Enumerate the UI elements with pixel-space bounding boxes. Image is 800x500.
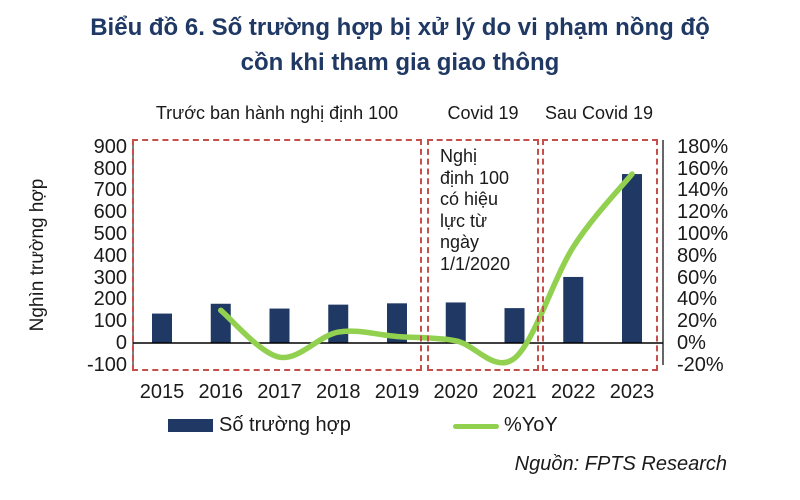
x-axis-label-2022: 2022 — [551, 381, 596, 403]
x-axis-label-2021: 2021 — [492, 381, 537, 403]
legend-line-label: %YoY — [504, 414, 558, 436]
legend-bar-label: Số trường hợp — [219, 414, 351, 436]
region-label-after-covid: Sau Covid 19 — [544, 103, 654, 123]
bar-2019 — [387, 303, 407, 343]
x-axis-label-2017: 2017 — [257, 381, 302, 403]
region-label-covid: Covid 19 — [447, 103, 519, 123]
left-axis-tick-300: 300 — [93, 266, 127, 289]
region-label-before-decree: Trước ban hành nghị định 100 — [155, 103, 399, 123]
left-axis-tick-400: 400 — [93, 244, 127, 267]
x-axis-label-2023: 2023 — [609, 381, 655, 403]
x-axis-label-2016: 2016 — [198, 381, 244, 403]
bar-2017 — [269, 308, 290, 343]
right-axis-tick-140: 140% — [677, 179, 729, 202]
bar-2022 — [563, 276, 584, 343]
chart-title-line1: Biểu đồ 6. Số trường hợp bị xử lý do vi … — [90, 14, 710, 41]
right-axis-tick--20: -20% — [677, 353, 724, 376]
x-axis-label-2015: 2015 — [139, 381, 185, 403]
yoy-line — [218, 171, 635, 366]
right-axis-tick-120: 120% — [677, 201, 729, 224]
right-axis-tick-40: 40% — [677, 288, 718, 311]
source-credit: Nguồn: FPTS Research — [514, 453, 727, 475]
right-axis-tick-0: 0% — [677, 332, 706, 354]
left-axis-tick-900: 900 — [93, 135, 127, 158]
decree-annotation: Nghị định 100 có hiệu lực từ ngày 1/1/20… — [440, 146, 511, 274]
bar-2020 — [445, 302, 466, 343]
right-axis-tick-80: 80% — [677, 244, 718, 267]
right-axis-tick-60: 60% — [677, 266, 718, 289]
right-axis-tick-100: 100% — [677, 223, 729, 245]
left-axis-tick--100: -100 — [86, 353, 127, 376]
chart-title-line2: cồn khi tham gia giao thông — [240, 49, 560, 76]
left-axis-tick-800: 800 — [93, 157, 127, 180]
left-axis-tick-600: 600 — [93, 201, 127, 224]
bar-2023 — [622, 174, 642, 343]
x-axis-label-2020: 2020 — [433, 381, 479, 403]
x-axis-label-2019: 2019 — [374, 381, 420, 403]
x-axis-label-2018: 2018 — [316, 381, 361, 403]
right-axis-tick-20: 20% — [677, 310, 718, 333]
left-axis-tick-0: 0 — [115, 332, 127, 354]
left-axis-tick-700: 700 — [93, 179, 127, 202]
bar-2015 — [152, 313, 172, 343]
right-axis-tick-180: 180% — [677, 135, 729, 158]
right-axis-tick-160: 160% — [677, 157, 729, 180]
bar-2021 — [504, 308, 525, 343]
chart-title: Biểu đồ 6. Số trường hợp bị xử lý do vi … — [0, 10, 800, 80]
legend-bar-swatch — [168, 419, 213, 432]
left-axis-tick-500: 500 — [93, 223, 127, 245]
left-axis-tick-200: 200 — [93, 288, 127, 311]
left-axis-tick-100: 100 — [93, 310, 127, 333]
legend-line-swatch — [453, 424, 499, 429]
